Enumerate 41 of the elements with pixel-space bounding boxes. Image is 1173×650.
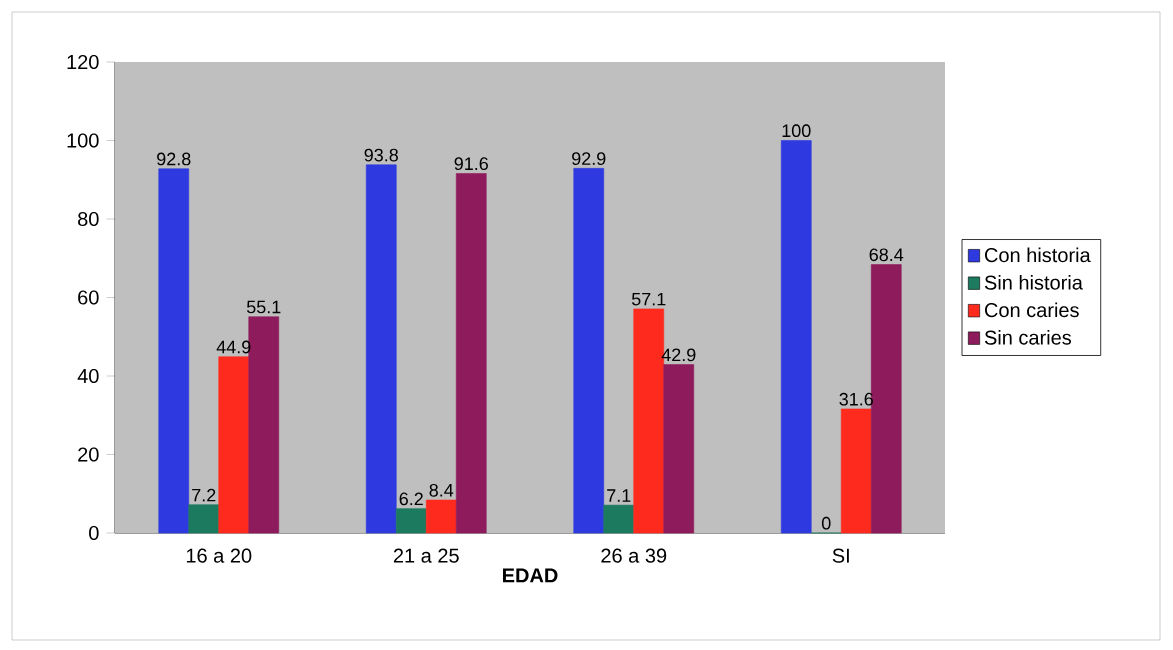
bar	[425, 499, 457, 534]
data-label: 93.8	[364, 148, 398, 162]
data-label: 57.1	[631, 292, 666, 306]
y-tick-label: 120	[67, 54, 99, 70]
data-label: 100	[782, 124, 811, 138]
bar	[365, 164, 397, 534]
data-label: 92.9	[572, 152, 606, 165]
y-tick-label: 40	[77, 368, 99, 384]
bar	[395, 508, 427, 534]
y-tick-label: 80	[78, 211, 99, 227]
bar	[188, 504, 220, 534]
data-label: 7.2	[192, 488, 216, 502]
bar	[780, 140, 812, 534]
data-label: 0	[821, 516, 831, 530]
bar	[840, 408, 872, 534]
legend-label: Sin historia	[984, 275, 1083, 290]
data-label: 7.1	[607, 489, 631, 502]
y-tick-label: 100	[67, 133, 99, 148]
legend-label: Sin caries	[984, 329, 1072, 345]
y-tick-label: 0	[89, 525, 99, 541]
legend-label: Con historia	[984, 247, 1091, 263]
data-label: 6.2	[399, 492, 423, 506]
bar	[603, 504, 635, 534]
bar	[573, 168, 605, 534]
data-label: 55.1	[246, 300, 281, 314]
bar	[663, 364, 695, 534]
bar	[455, 173, 487, 534]
x-axis-title: EDAD	[503, 568, 558, 583]
y-tick-label: 60	[78, 290, 99, 305]
bar	[158, 168, 190, 534]
data-label: 91.6	[454, 157, 488, 171]
x-tick-label: 21 a 25	[393, 548, 459, 563]
data-label: 8.4	[429, 483, 454, 497]
x-tick-label: 16 a 20	[186, 548, 252, 563]
data-label: 92.8	[157, 152, 191, 166]
x-tick-label: SI	[832, 548, 849, 563]
bar	[218, 356, 250, 534]
legend-label: Con caries	[984, 302, 1079, 318]
y-tick-label: 20	[78, 447, 99, 462]
x-tick-label: 26 a 39	[601, 548, 667, 563]
data-label: 68.4	[869, 248, 904, 262]
